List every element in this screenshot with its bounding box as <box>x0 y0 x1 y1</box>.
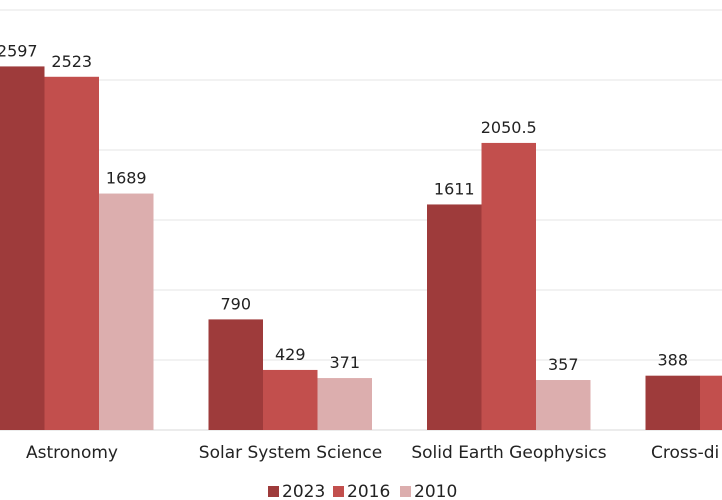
category-label-1: Astronomy <box>26 443 118 463</box>
legend: 2023 2016 2010 <box>268 482 457 500</box>
data-label-2016-2: 429 <box>275 345 306 364</box>
data-label-2016-1: 2523 <box>51 52 92 71</box>
data-label-2023-1: 2597 <box>0 41 38 60</box>
category-labels: Astronomy Solar System Science Solid Earth… <box>26 443 719 463</box>
bar-2016-3 <box>481 142 536 430</box>
bar-2010-3 <box>536 380 591 430</box>
data-label-2016-3: 2050.5 <box>481 118 537 137</box>
bar-2016-2 <box>263 369 318 430</box>
bar-2023-2 <box>208 319 263 430</box>
bar-2023-4 <box>645 375 700 430</box>
data-label-2010-3: 357 <box>548 355 579 374</box>
data-label-2010-1: 1689 <box>106 169 147 188</box>
bar-2010-2 <box>317 378 372 430</box>
bar-2010-1 <box>99 193 154 430</box>
legend-label-2016: 2016 <box>347 482 390 500</box>
data-label-2023-4: 388 <box>657 351 688 370</box>
bar-2023-1 <box>0 66 45 431</box>
bars <box>0 66 722 431</box>
bar-2016-4 <box>700 375 722 430</box>
data-label-2010-2: 371 <box>329 353 360 372</box>
bar-2016-1 <box>44 76 99 430</box>
bar-2023-3 <box>427 204 482 430</box>
data-label-2023-3: 1611 <box>434 179 475 198</box>
category-label-2: Solar System Science <box>199 443 382 463</box>
legend-swatch-2023 <box>268 486 279 497</box>
category-label-3: Solid Earth Geophysics <box>411 443 606 463</box>
legend-swatch-2010 <box>400 486 411 497</box>
legend-swatch-2016 <box>333 486 344 497</box>
data-label-2023-2: 790 <box>220 294 251 313</box>
category-label-4: Cross-di <box>651 443 719 463</box>
legend-label-2010: 2010 <box>414 482 457 500</box>
legend-label-2023: 2023 <box>282 482 325 500</box>
